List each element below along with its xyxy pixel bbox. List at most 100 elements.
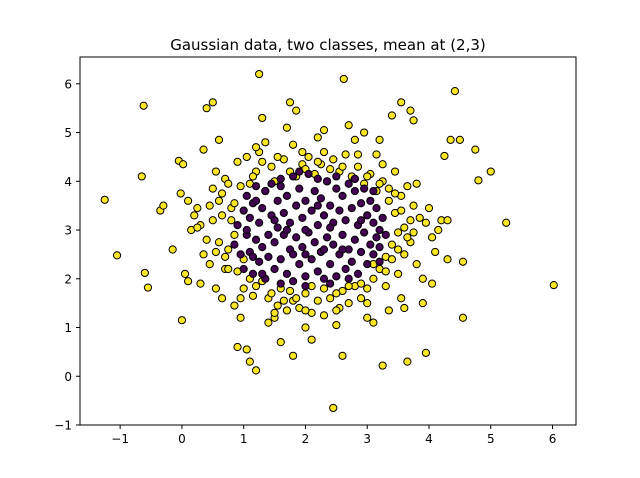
data-point [360, 184, 369, 193]
data-point [363, 172, 372, 181]
data-point [230, 199, 239, 208]
data-point [298, 242, 307, 252]
data-point [230, 240, 239, 249]
axes: −1 0 1 2 3 4 5 6 −1 0 1 2 3 4 5 6 [54, 56, 577, 446]
data-point [227, 216, 236, 225]
data-point [193, 204, 202, 213]
data-point [292, 201, 301, 210]
data-point [236, 313, 245, 322]
data-point [400, 250, 409, 259]
data-point [211, 167, 220, 176]
data-point [168, 245, 177, 254]
data-point [353, 162, 363, 171]
data-point [421, 348, 430, 357]
data-point [406, 106, 415, 115]
data-point [248, 291, 258, 300]
data-point [474, 176, 483, 185]
data-point [350, 174, 359, 183]
data-point [214, 196, 224, 205]
data-point [183, 277, 193, 286]
x-tick-label: 5 [487, 432, 495, 446]
data-point [270, 216, 279, 225]
data-point [387, 240, 397, 249]
data-point [372, 233, 381, 242]
data-point [236, 294, 245, 303]
data-point [347, 257, 356, 266]
data-point [326, 201, 335, 210]
data-point [486, 167, 495, 176]
data-point [356, 199, 366, 208]
data-point [338, 245, 347, 254]
data-point [202, 235, 211, 244]
data-point [233, 221, 242, 230]
data-point [394, 269, 403, 278]
data-point [248, 172, 258, 181]
data-point [298, 147, 307, 157]
data-point [387, 255, 397, 264]
data-point [313, 296, 322, 305]
data-point [217, 189, 227, 198]
data-point [350, 135, 359, 144]
data-point [427, 233, 437, 242]
data-point [338, 191, 347, 201]
data-point [298, 213, 307, 222]
data-point [322, 177, 332, 186]
data-point [295, 260, 304, 269]
data-point [139, 101, 148, 110]
data-point [458, 313, 468, 322]
data-point [307, 206, 316, 215]
data-point [387, 111, 397, 120]
data-point [221, 252, 230, 261]
data-point [273, 152, 282, 162]
data-point [242, 191, 251, 201]
data-point [322, 233, 332, 242]
data-point [375, 257, 384, 266]
data-point [326, 260, 335, 269]
data-point [251, 182, 261, 191]
data-point [224, 245, 233, 254]
data-point [363, 313, 372, 322]
data-point [251, 143, 261, 152]
data-point [375, 242, 384, 252]
data-point [369, 250, 378, 259]
data-point [264, 318, 273, 327]
data-point [224, 264, 233, 274]
data-point [344, 274, 353, 283]
data-point [233, 157, 242, 166]
data-point [341, 264, 350, 274]
data-point [248, 252, 258, 261]
data-point [264, 252, 273, 261]
data-point [176, 189, 185, 198]
data-point [193, 223, 202, 232]
data-point [332, 272, 341, 281]
data-point [279, 208, 288, 218]
data-point [224, 179, 233, 188]
data-point [285, 218, 295, 227]
data-point [316, 194, 325, 203]
y-tick-label: 4 [64, 175, 72, 189]
data-point [205, 260, 214, 269]
data-point [251, 281, 261, 291]
data-point [372, 150, 381, 159]
data-point [214, 135, 224, 144]
data-point [384, 306, 393, 315]
x-tick-label: 1 [240, 432, 248, 446]
data-point [289, 140, 298, 149]
y-tick-label: 2 [64, 272, 72, 286]
data-point [350, 186, 359, 196]
data-point [179, 160, 188, 169]
data-point [310, 238, 319, 247]
data-point [273, 196, 282, 205]
data-point [282, 306, 292, 315]
data-point [295, 167, 304, 176]
data-point [258, 204, 267, 213]
data-point [267, 162, 276, 171]
data-point [440, 151, 449, 161]
data-point [267, 179, 276, 188]
x-tick-label: 2 [302, 432, 310, 446]
data-point [285, 286, 295, 296]
data-point [356, 279, 366, 288]
data-point [390, 167, 400, 176]
data-point [329, 155, 338, 164]
